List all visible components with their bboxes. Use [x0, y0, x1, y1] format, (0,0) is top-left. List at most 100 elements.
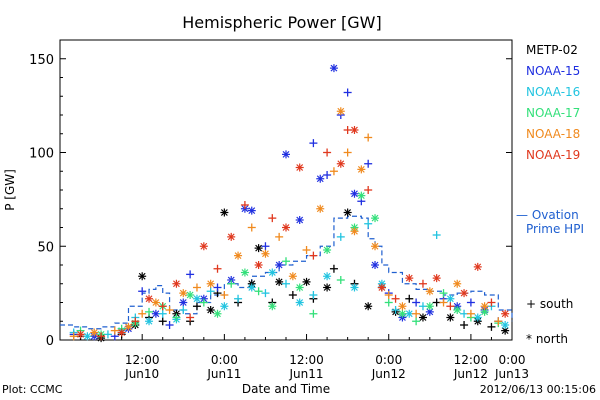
south-point: [186, 270, 195, 279]
north-point: [268, 268, 277, 277]
x-axis-label: Date and Time: [242, 382, 330, 396]
south-point: [412, 317, 421, 326]
north-point: [371, 242, 380, 251]
north-point: [151, 298, 160, 307]
north-point: [316, 204, 325, 213]
south-point: [268, 214, 277, 223]
north-point: [220, 208, 229, 217]
y-tick-label: 0: [46, 334, 54, 349]
south-point: [418, 279, 427, 288]
x-tick-label-date: Jun11: [206, 367, 241, 381]
south-point: [323, 171, 332, 179]
north-point: [350, 189, 359, 198]
south-point: [487, 298, 496, 307]
series-legend: METP-02 NOAA-15 NOAA-16 NOAA-17 NOAA-18 NOAA-…: [526, 43, 580, 162]
south-point: [110, 326, 119, 335]
ovation-legend-label: — Ovation: [516, 208, 579, 222]
north-point: [240, 268, 249, 277]
south-point: [240, 201, 249, 209]
south-point: [460, 321, 469, 329]
north-point: [398, 302, 407, 311]
north-point: [288, 272, 297, 281]
south-point: [186, 313, 195, 322]
south-point: [220, 291, 229, 299]
south-point: [391, 306, 400, 314]
north-point: [247, 206, 256, 215]
south-point: [192, 302, 201, 311]
south-point: [384, 298, 393, 307]
south-point: [158, 317, 167, 326]
x-tick-label-date: Jun11: [289, 367, 324, 381]
south-point: [103, 330, 112, 339]
north-point: [425, 302, 434, 311]
north-point: [323, 283, 332, 292]
south-point: [487, 322, 496, 331]
north-point: [234, 251, 243, 260]
north-point: [124, 322, 133, 331]
north-point: [145, 294, 154, 303]
north-point: [295, 163, 304, 172]
north-point: [275, 261, 284, 269]
north-point: [432, 274, 441, 283]
north-point: [480, 307, 489, 316]
north-point: [418, 313, 427, 322]
south-point: [261, 242, 270, 251]
north-point: [145, 317, 154, 326]
south-point: [336, 276, 345, 284]
south-point: [405, 294, 414, 303]
north-point: [425, 307, 434, 316]
north-point: [336, 107, 345, 116]
north-point: [480, 302, 489, 311]
south-point: [418, 302, 427, 311]
footer-left: Plot: CCMC: [2, 383, 63, 396]
north-point: [261, 249, 270, 258]
legend-item: NOAA-19: [526, 148, 580, 162]
y-axis-label: P [GW]: [3, 169, 17, 211]
legend-item: NOAA-17: [526, 106, 580, 120]
south-point: [439, 289, 448, 298]
north-point: [364, 302, 373, 311]
south-point: [323, 148, 332, 157]
ovation-hpi-line: [60, 215, 513, 330]
south-point: [247, 223, 256, 232]
footer-right: 2012/06/13 00:15:06: [480, 383, 596, 396]
north-point: [350, 126, 359, 134]
legend-item: METP-02: [526, 43, 578, 57]
south-point: [158, 302, 167, 311]
south-point: [343, 148, 352, 157]
north-point: [357, 165, 366, 174]
south-point: [336, 232, 345, 241]
north-point: [138, 272, 147, 281]
south-point: [131, 317, 140, 326]
south-point: [439, 298, 448, 307]
south-point: [69, 332, 78, 341]
north-point: [254, 244, 263, 253]
x-tick-label-date: Jun13: [494, 367, 529, 381]
north-point: [329, 64, 338, 73]
legend-item: NOAA-18: [526, 127, 580, 141]
south-point: [364, 219, 373, 228]
north-point: [247, 283, 256, 292]
ovation-legend-label-line2: Prime HPI: [526, 222, 584, 236]
x-tick-label-time: 0:00: [211, 353, 238, 367]
south-point: [165, 321, 174, 329]
north-point: [453, 306, 462, 314]
north-point: [172, 279, 181, 288]
south-point: [172, 313, 181, 322]
north-point: [268, 302, 277, 311]
north-point: [295, 283, 304, 292]
south-point: [192, 283, 201, 292]
south-point: [466, 309, 475, 318]
north-point: [179, 298, 188, 307]
north-point: [371, 261, 380, 269]
south-point: [213, 283, 222, 292]
x-tick-label-date: Jun12: [453, 367, 488, 381]
north-point: [254, 261, 263, 269]
north-point: [76, 330, 85, 339]
north-point: [377, 283, 386, 292]
x-tick-label-time: 12:00: [125, 353, 160, 367]
marker-legend-south: + south: [526, 297, 573, 311]
north-point: [302, 277, 311, 286]
north-point: [460, 289, 469, 298]
north-point: [295, 298, 304, 307]
